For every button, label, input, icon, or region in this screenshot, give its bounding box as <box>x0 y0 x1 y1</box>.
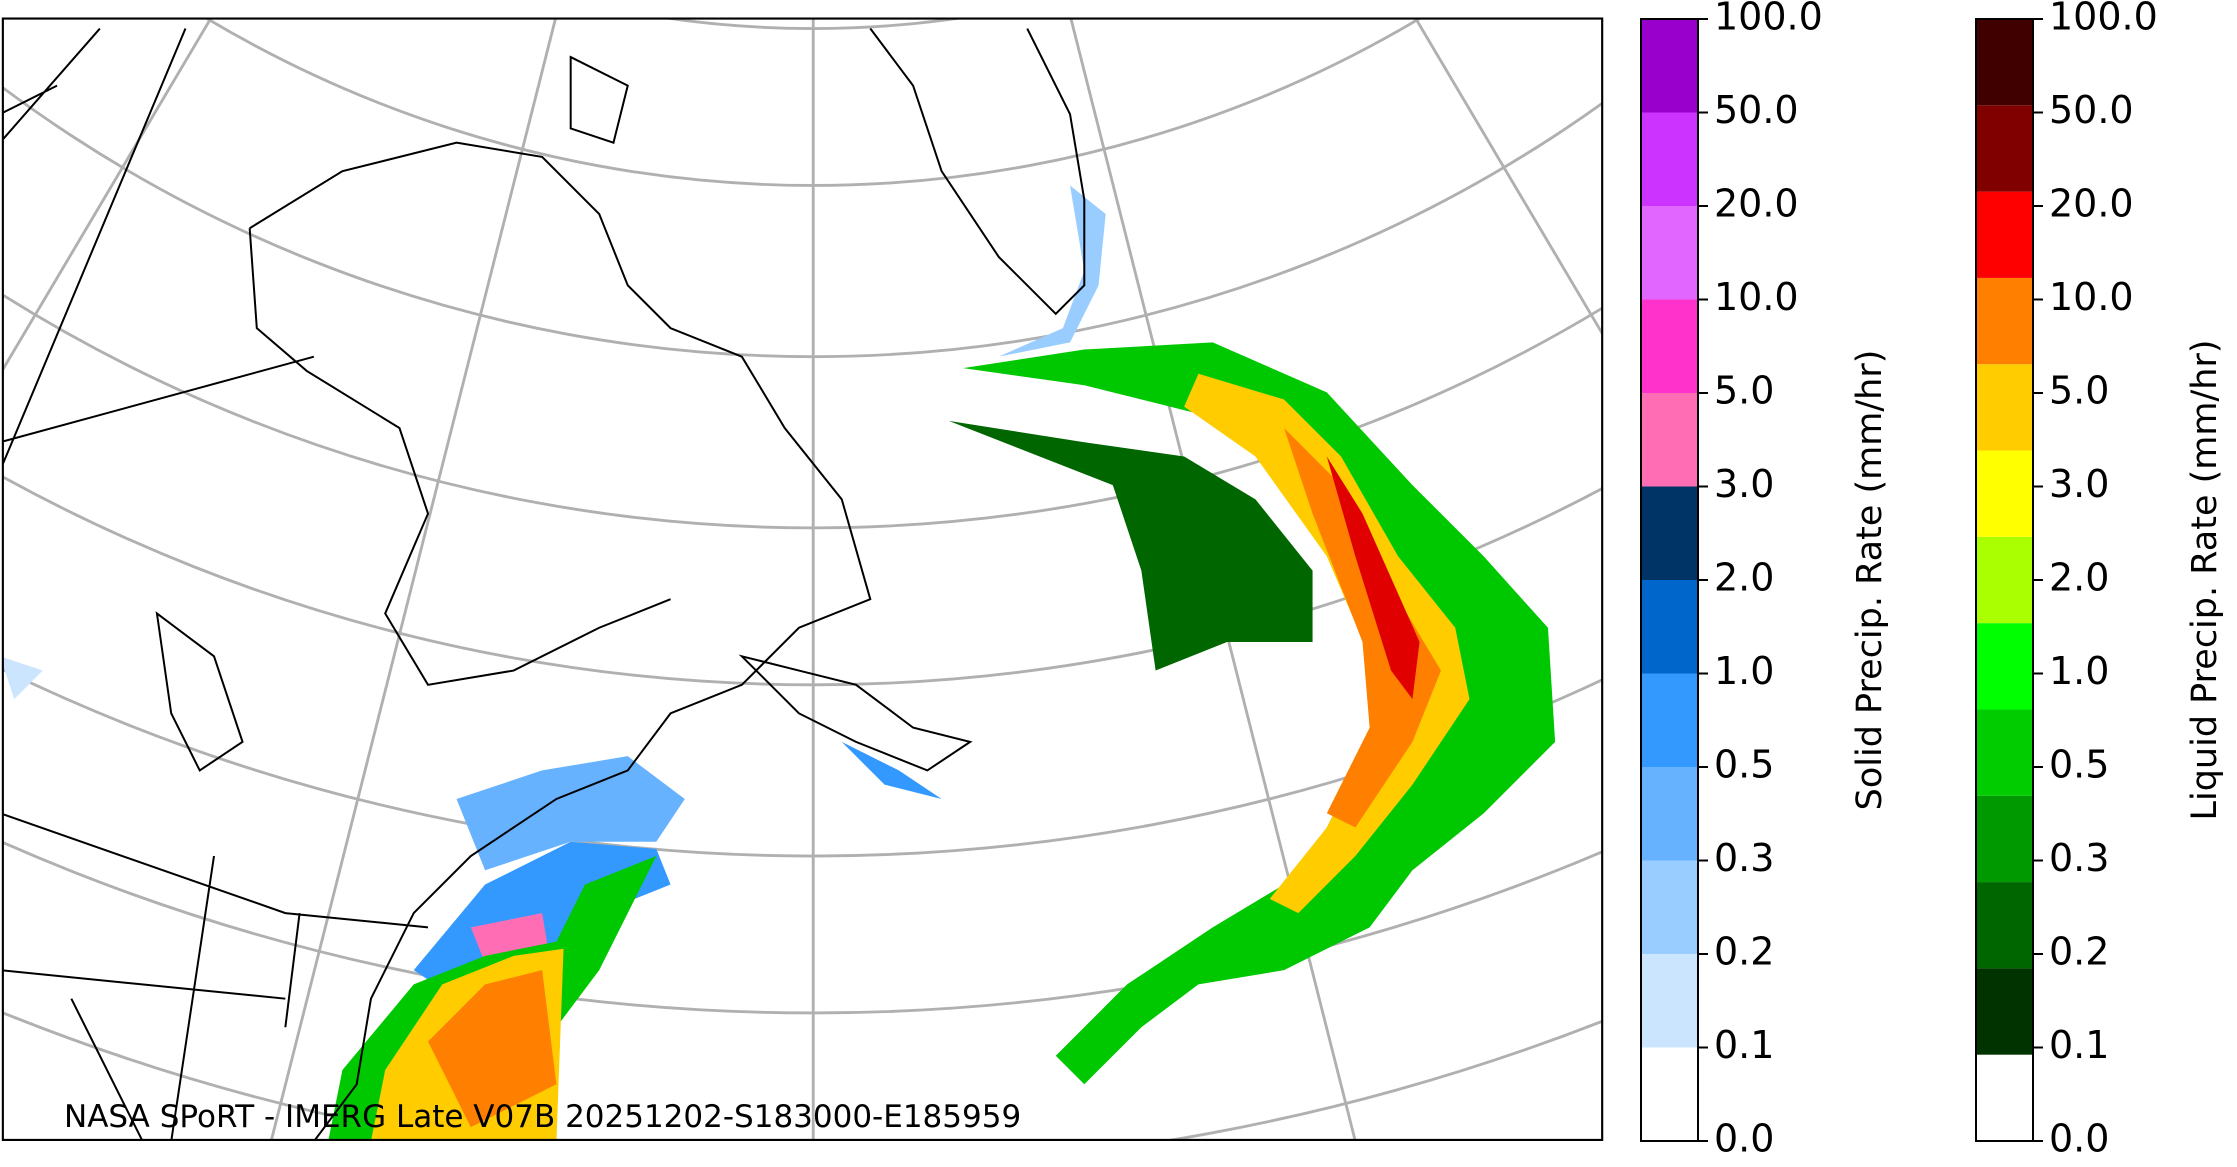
coastlines <box>2 27 1086 1140</box>
colorbar-segment <box>1976 19 2033 106</box>
colorbar-segment <box>1641 393 1698 487</box>
colorbar-segment <box>1641 299 1698 393</box>
colorbar-segment <box>1976 277 2033 365</box>
colorbar-segment <box>1641 767 1698 861</box>
colorbar-segment <box>1641 206 1698 300</box>
colorbar-tick-label: 5.0 <box>2049 369 2109 413</box>
colorbar-tick-label: 50.0 <box>2049 88 2134 132</box>
colorbar-tick-label: 0.5 <box>2049 743 2109 787</box>
colorbar-tick-label: 1.0 <box>2049 649 2109 693</box>
colorbar-tick-label: 0.0 <box>2049 1117 2109 1161</box>
colorbar-tick-label: 20.0 <box>2049 182 2134 226</box>
colorbar-label: Solid Precip. Rate (mm/hr) <box>1850 350 1890 811</box>
colorbar-segment <box>1976 623 2033 710</box>
precipitation <box>2 185 1556 1140</box>
colorbar-tick-label: 0.1 <box>2049 1023 2109 1067</box>
colorbar-tick-label: 0.5 <box>1714 743 1774 787</box>
colorbar-segment <box>1641 19 1698 113</box>
colorbar-segment <box>1976 709 2033 796</box>
colorbar-segment <box>1976 882 2033 969</box>
colorbar-segment <box>1641 112 1698 206</box>
colorbar-segment <box>1641 580 1698 674</box>
colorbar-tick-label: 0.1 <box>1714 1023 1774 1067</box>
colorbar-tick-label: 10.0 <box>2049 275 2134 319</box>
colorbar-segment <box>1976 536 2033 624</box>
colorbar-segment <box>1976 191 2033 278</box>
colorbar-segment <box>1976 795 2033 883</box>
footer: NASA SPoRT - IMERG Late V07B 20251202-S1… <box>64 1099 1021 1135</box>
colorbar-tick-label: 0.2 <box>1714 930 1774 974</box>
colorbar-tick-label: 3.0 <box>1714 462 1774 506</box>
colorbar-segment <box>1976 968 2033 1055</box>
colorbar-tick-label: 100.0 <box>2049 0 2158 39</box>
map-frame <box>1 17 1604 1142</box>
colorbar-tick-label: 20.0 <box>1714 182 1799 226</box>
colorbar-tick-label: 100.0 <box>1714 0 1823 39</box>
colorbar-segment <box>1976 105 2033 192</box>
colorbar-tick-label: 2.0 <box>1714 556 1774 600</box>
colorbar-tick-label: 50.0 <box>1714 88 1799 132</box>
colorbar-tick-label: 0.0 <box>1714 1117 1774 1161</box>
colorbar-tick-label: 3.0 <box>2049 462 2109 506</box>
colorbar-segment <box>1641 1047 1698 1141</box>
colorbar-segment <box>1976 1054 2033 1141</box>
colorbar-label: Liquid Precip. Rate (mm/hr) <box>2185 339 2225 820</box>
colorbar-segment <box>1641 486 1698 580</box>
colorbar-tick-label: 0.3 <box>1714 836 1774 880</box>
colorbar-segment <box>1976 364 2033 451</box>
colorbar-segment <box>1976 450 2033 537</box>
colorbar-tick-label: 0.2 <box>2049 930 2109 974</box>
colorbar-tick-label: 10.0 <box>1714 275 1799 319</box>
colorbar-tick-label: 0.3 <box>2049 836 2109 880</box>
colorbar-segment <box>1641 673 1698 767</box>
colorbar-tick-label: 5.0 <box>1714 369 1774 413</box>
colorbar-tick-label: 1.0 <box>1714 649 1774 693</box>
colorbar-tick-label: 2.0 <box>2049 556 2109 600</box>
colorbar-segment <box>1641 860 1698 954</box>
colorbar-segment <box>1641 954 1698 1048</box>
